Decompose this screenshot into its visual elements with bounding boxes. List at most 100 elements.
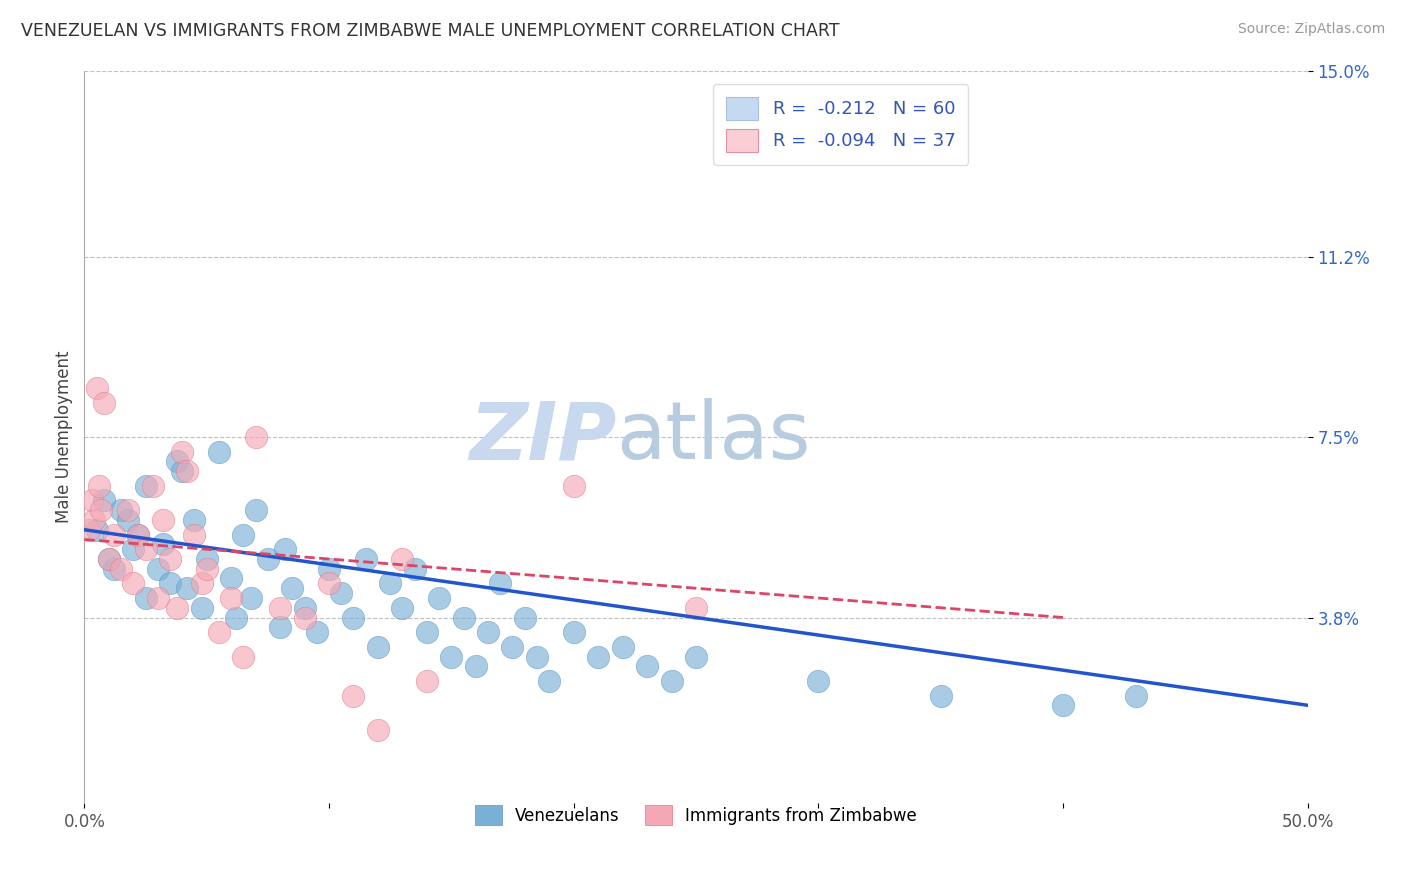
Point	[281, 581, 304, 595]
Point	[142, 479, 165, 493]
Point	[562, 625, 585, 640]
Point	[257, 552, 280, 566]
Point	[489, 576, 512, 591]
Point	[477, 625, 499, 640]
Point	[685, 600, 707, 615]
Point	[166, 454, 188, 468]
Point	[538, 673, 561, 688]
Point	[127, 527, 149, 541]
Point	[172, 444, 194, 458]
Point	[208, 625, 231, 640]
Point	[513, 610, 536, 624]
Text: atlas: atlas	[616, 398, 811, 476]
Point	[80, 493, 103, 508]
Point	[440, 649, 463, 664]
Text: VENEZUELAN VS IMMIGRANTS FROM ZIMBABWE MALE UNEMPLOYMENT CORRELATION CHART: VENEZUELAN VS IMMIGRANTS FROM ZIMBABWE M…	[21, 22, 839, 40]
Text: ZIP: ZIP	[470, 398, 616, 476]
Point	[195, 552, 218, 566]
Point	[183, 527, 205, 541]
Point	[166, 600, 188, 615]
Point	[103, 527, 125, 541]
Point	[97, 552, 120, 566]
Y-axis label: Male Unemployment: Male Unemployment	[55, 351, 73, 524]
Point	[342, 610, 364, 624]
Point	[330, 586, 353, 600]
Legend: Venezuelans, Immigrants from Zimbabwe: Venezuelans, Immigrants from Zimbabwe	[465, 796, 927, 835]
Point	[427, 591, 450, 605]
Text: Source: ZipAtlas.com: Source: ZipAtlas.com	[1237, 22, 1385, 37]
Point	[269, 600, 291, 615]
Point	[122, 576, 145, 591]
Point	[245, 503, 267, 517]
Point	[464, 659, 486, 673]
Point	[245, 430, 267, 444]
Point	[1125, 689, 1147, 703]
Point	[172, 464, 194, 478]
Point	[526, 649, 548, 664]
Point	[135, 542, 157, 557]
Point	[93, 396, 115, 410]
Point	[318, 562, 340, 576]
Point	[183, 513, 205, 527]
Point	[232, 649, 254, 664]
Point	[274, 542, 297, 557]
Point	[176, 464, 198, 478]
Point	[135, 479, 157, 493]
Point	[453, 610, 475, 624]
Point	[122, 542, 145, 557]
Point	[661, 673, 683, 688]
Point	[586, 649, 609, 664]
Point	[380, 576, 402, 591]
Point	[191, 576, 214, 591]
Point	[219, 591, 242, 605]
Point	[110, 503, 132, 517]
Point	[239, 591, 262, 605]
Point	[152, 513, 174, 527]
Point	[110, 562, 132, 576]
Point	[416, 673, 439, 688]
Point	[562, 479, 585, 493]
Point	[1052, 698, 1074, 713]
Point	[86, 523, 108, 537]
Point	[191, 600, 214, 615]
Point	[135, 591, 157, 605]
Point	[146, 591, 169, 605]
Point	[404, 562, 426, 576]
Point	[294, 600, 316, 615]
Point	[87, 479, 110, 493]
Point	[146, 562, 169, 576]
Point	[152, 537, 174, 551]
Point	[929, 689, 952, 703]
Point	[77, 523, 100, 537]
Point	[502, 640, 524, 654]
Point	[117, 513, 139, 527]
Point	[305, 625, 328, 640]
Point	[354, 552, 377, 566]
Point	[342, 689, 364, 703]
Point	[318, 576, 340, 591]
Point	[232, 527, 254, 541]
Point	[93, 493, 115, 508]
Point	[103, 562, 125, 576]
Point	[176, 581, 198, 595]
Point	[391, 552, 413, 566]
Point	[612, 640, 634, 654]
Point	[367, 723, 389, 737]
Point	[225, 610, 247, 624]
Point	[208, 444, 231, 458]
Point	[83, 513, 105, 527]
Point	[97, 552, 120, 566]
Point	[685, 649, 707, 664]
Point	[90, 503, 112, 517]
Point	[416, 625, 439, 640]
Point	[117, 503, 139, 517]
Point	[294, 610, 316, 624]
Point	[636, 659, 658, 673]
Point	[391, 600, 413, 615]
Point	[269, 620, 291, 634]
Point	[159, 552, 181, 566]
Point	[367, 640, 389, 654]
Point	[159, 576, 181, 591]
Point	[127, 527, 149, 541]
Point	[195, 562, 218, 576]
